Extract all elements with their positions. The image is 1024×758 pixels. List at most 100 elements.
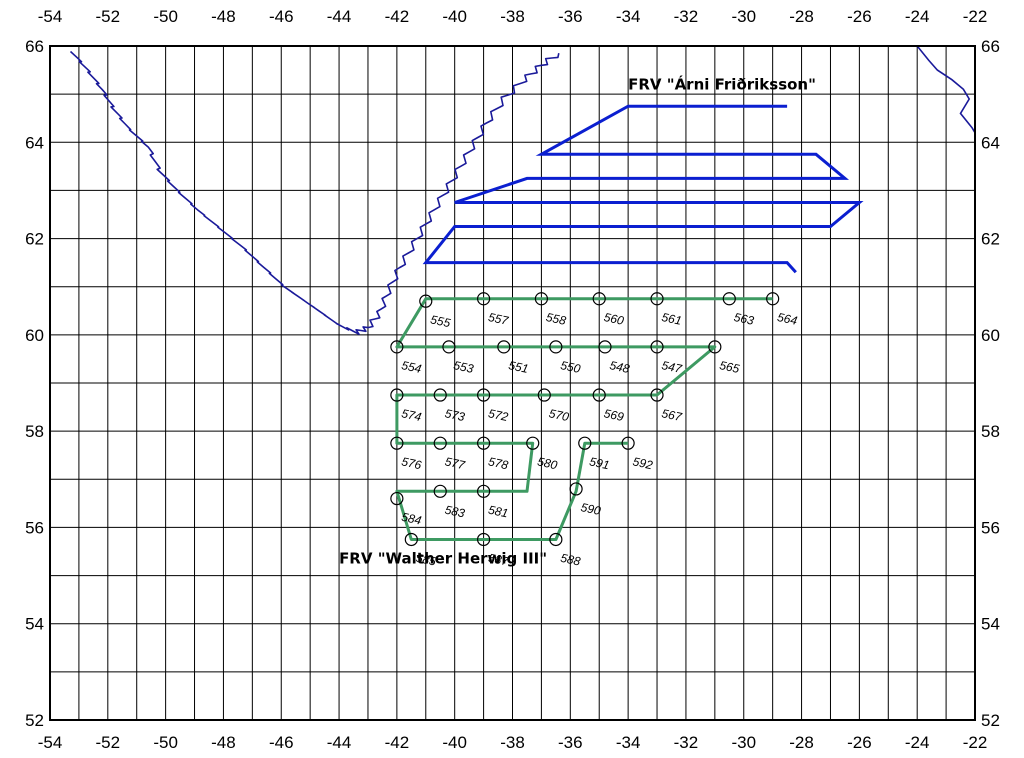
station-marker — [419, 294, 433, 308]
lat-tick-label-left: 56 — [25, 518, 44, 537]
lon-tick-label-top: -28 — [789, 7, 814, 26]
lat-tick-label-left: 54 — [25, 615, 44, 634]
vessel-label: FRV "Árni Friðriksson" — [628, 74, 816, 93]
station-marker — [433, 484, 447, 498]
station-marker — [404, 532, 418, 547]
station-marker — [442, 340, 456, 354]
station-marker — [476, 292, 491, 306]
vessel-label: FRV "Walther Herwig III" — [339, 550, 547, 568]
axis-ticks: -54 -54 -52 -52 -50 -50 -48 -48 -46 -46 -44 -44 -42 -… — [25, 7, 1000, 752]
station-label: 576 — [400, 454, 423, 472]
lat-tick-label-right: 54 — [981, 615, 1000, 634]
station-marker — [549, 532, 563, 547]
station-marker — [497, 340, 511, 354]
station-marker — [476, 484, 491, 498]
station-label: 564 — [776, 310, 799, 328]
station-marker — [592, 292, 606, 306]
station-label: 554 — [400, 358, 423, 376]
lat-tick-label-right: 52 — [981, 711, 1000, 730]
lon-tick-label-bottom: -38 — [500, 733, 525, 752]
iceland-coast-line — [916, 45, 976, 134]
station-marker — [650, 340, 664, 354]
lat-tick-label-left: 60 — [25, 326, 44, 345]
map-grid — [50, 46, 975, 720]
lon-tick-label-bottom: -40 — [442, 733, 467, 752]
station-label: 557 — [487, 310, 511, 328]
lon-tick-label-bottom: -52 — [96, 733, 121, 752]
lat-tick-label-left: 58 — [25, 422, 44, 441]
lat-tick-label-right: 56 — [981, 518, 1000, 537]
station-label: 563 — [733, 310, 756, 328]
arni-fridriksson-track — [422, 104, 864, 274]
station-label: 592 — [632, 454, 655, 472]
lon-tick-label-top: -26 — [847, 7, 872, 26]
map-frame — [49, 45, 976, 721]
station-marker — [390, 491, 404, 506]
station-label: 560 — [603, 310, 626, 328]
station-label: 584 — [400, 510, 423, 528]
station-label: 573 — [444, 406, 467, 424]
lon-tick-label-top: -50 — [153, 7, 178, 26]
station-label: 553 — [452, 358, 475, 376]
lon-tick-label-bottom: -44 — [327, 733, 352, 752]
station-marker — [708, 340, 722, 354]
station-marker — [537, 388, 551, 402]
station-marker — [766, 292, 780, 306]
station-marker — [722, 292, 736, 306]
lon-tick-label-bottom: -26 — [847, 733, 872, 752]
station-label: 547 — [660, 358, 684, 376]
station-marker — [650, 292, 664, 306]
lon-tick-label-bottom: -28 — [789, 733, 814, 752]
lon-tick-label-top: -48 — [211, 7, 236, 26]
lat-tick-label-right: 60 — [981, 326, 1000, 345]
lat-tick-label-left: 66 — [25, 37, 44, 56]
lon-tick-label-bottom: -32 — [674, 733, 699, 752]
lat-tick-label-left: 64 — [25, 133, 44, 152]
lat-tick-label-right: 66 — [981, 37, 1000, 56]
station-marker — [390, 436, 404, 450]
station-marker — [549, 340, 563, 354]
station-marker — [476, 532, 491, 547]
station-label: 550 — [559, 358, 582, 376]
lon-tick-label-top: -38 — [500, 7, 525, 26]
station-label: 572 — [487, 406, 510, 424]
lon-tick-label-top: -54 — [38, 7, 63, 26]
lon-tick-label-top: -36 — [558, 7, 583, 26]
lon-tick-label-top: -42 — [385, 7, 410, 26]
station-marker — [476, 388, 491, 402]
station-marker — [578, 436, 592, 450]
station-label: 581 — [487, 503, 510, 521]
lon-tick-label-top: -40 — [442, 7, 467, 26]
lon-tick-label-top: -30 — [731, 7, 756, 26]
station-label: 569 — [603, 406, 626, 424]
station-marker — [534, 292, 549, 306]
lon-tick-label-bottom: -46 — [269, 733, 294, 752]
lon-tick-label-bottom: -50 — [153, 733, 178, 752]
station-marker — [650, 388, 664, 402]
station-label: 565 — [718, 358, 741, 376]
station-label: 585 — [415, 551, 438, 569]
lon-tick-label-bottom: -36 — [558, 733, 583, 752]
station-label: 551 — [507, 358, 530, 376]
station-label: 588 — [559, 551, 582, 569]
lat-tick-label-right: 62 — [981, 230, 1000, 249]
lon-tick-label-bottom: -24 — [905, 733, 930, 752]
lon-tick-label-top: -32 — [674, 7, 699, 26]
station-marker — [621, 436, 635, 450]
lat-tick-label-left: 52 — [25, 711, 44, 730]
lon-tick-label-bottom: -42 — [385, 733, 410, 752]
station-marker — [433, 388, 447, 402]
station-marker — [592, 388, 606, 402]
station-label: 558 — [545, 310, 568, 328]
lat-tick-label-right: 58 — [981, 422, 1000, 441]
station-label: 580 — [536, 454, 559, 472]
greenland-coast-line — [69, 50, 560, 335]
station-label: 590 — [579, 500, 602, 518]
lon-tick-label-top: -34 — [616, 7, 641, 26]
station-label: 574 — [400, 406, 423, 424]
lon-tick-label-top: -24 — [905, 7, 930, 26]
lon-tick-label-bottom: -22 — [963, 733, 988, 752]
station-label: 570 — [548, 406, 571, 424]
station-label: 583 — [444, 503, 467, 521]
